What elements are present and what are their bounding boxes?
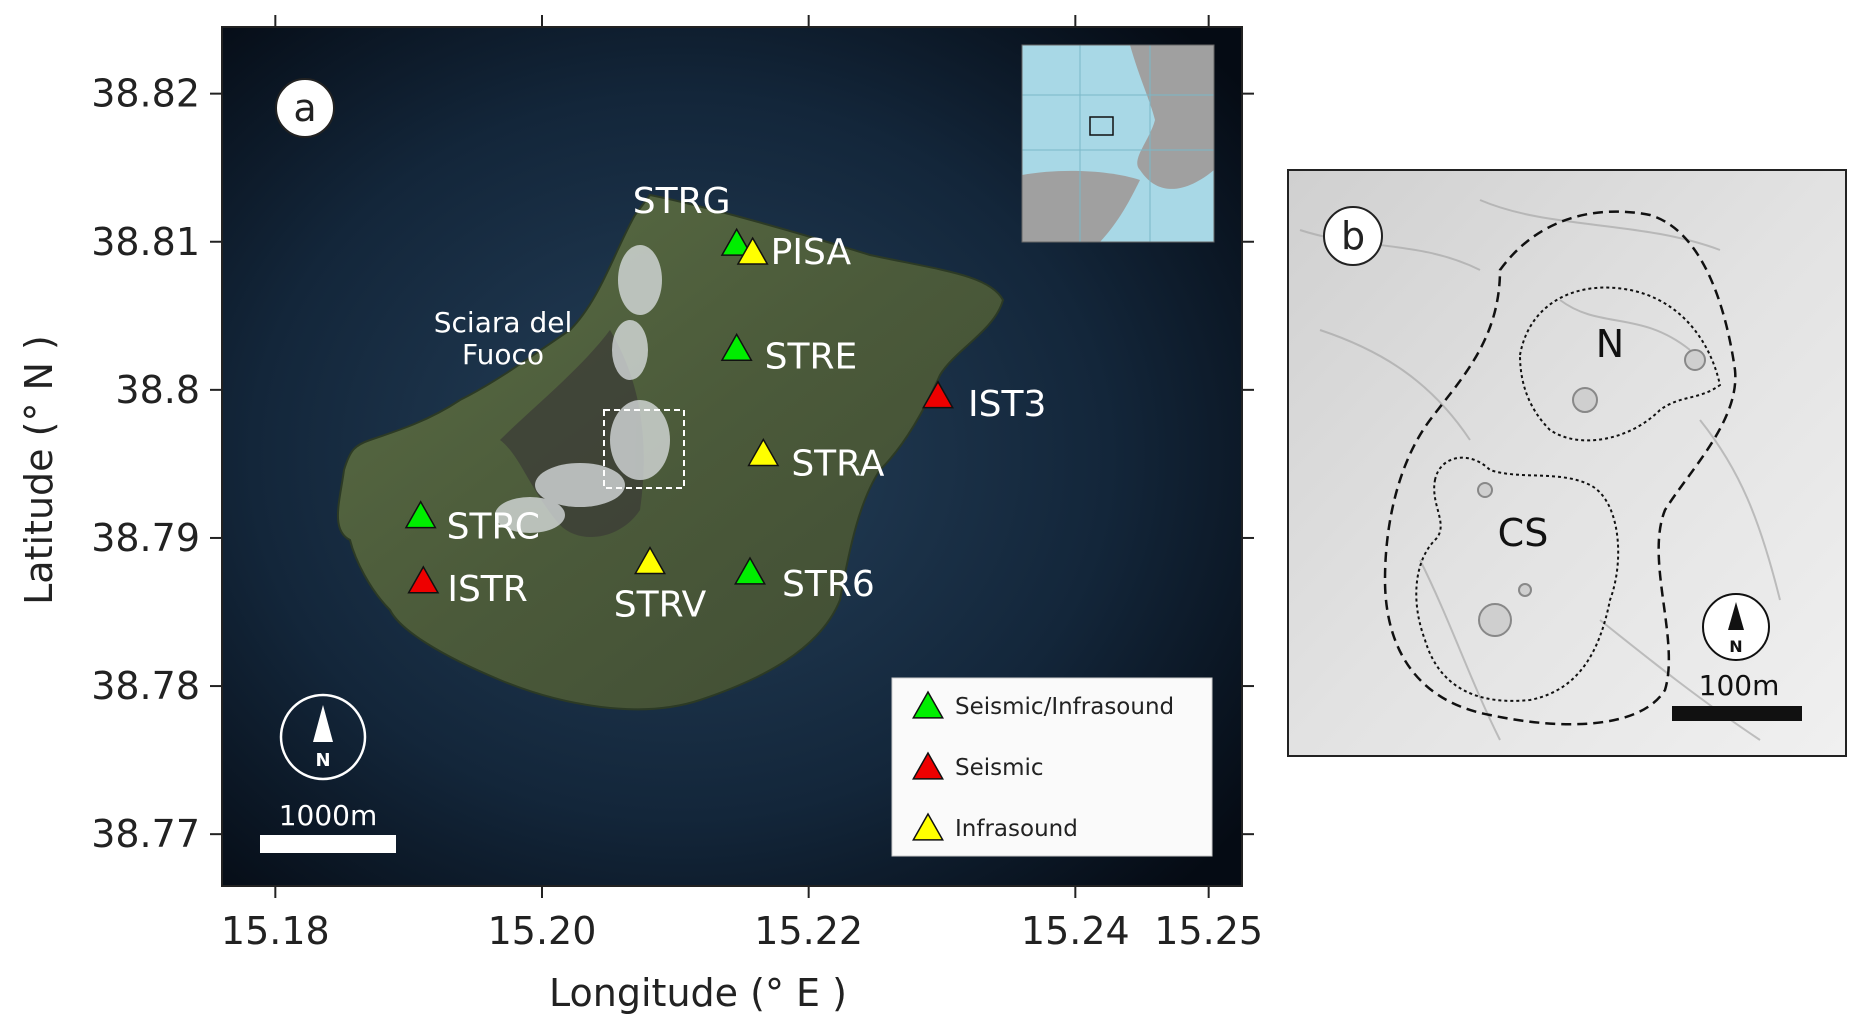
station-marker-strv[interactable]: [634, 546, 666, 575]
station-marker-strg[interactable]: [720, 227, 753, 256]
y-axis-title: Latitude (° N ): [17, 335, 61, 605]
outer-boundary: [1383, 210, 1737, 726]
station-marker-istr[interactable]: [407, 565, 440, 594]
y-tick-label: 38.77: [91, 812, 200, 856]
region-cs-label: CS: [1498, 511, 1549, 555]
station-label-strc: STRC: [447, 507, 540, 548]
vent-cs2: [1478, 603, 1512, 637]
station-marker-pisa[interactable]: [736, 236, 769, 265]
x-axis-ticks: 15.18 15.20 15.22 15.24 15.25: [221, 15, 1263, 953]
x-tick-label: 15.20: [488, 909, 597, 953]
x-tick-label: 15.22: [754, 909, 863, 953]
scale-bar-a-label: 1000m: [279, 799, 378, 832]
station-marker-strc[interactable]: [404, 500, 437, 529]
scale-bar-b: [1672, 706, 1802, 721]
legend-label-infrasound: Infrasound: [955, 816, 1078, 842]
place-label-line1: Sciara del: [434, 306, 572, 339]
legend-marker-seismic_infrasound: [912, 690, 944, 719]
hillshade-background: [1288, 170, 1846, 756]
station-label-ist3: IST3: [968, 384, 1046, 425]
y-tick-label: 38.79: [91, 516, 200, 560]
vent-cs1: [1477, 482, 1493, 498]
legend-marker-seismic: [912, 751, 944, 780]
x-tick-label: 15.25: [1154, 909, 1263, 953]
vent-cs3: [1518, 583, 1532, 597]
stations-layer: STRG PISA STRE IST3 STRA STRC ISTR STRV STR6: [404, 181, 1046, 626]
north-arrow-b-label: N: [1729, 637, 1742, 656]
station-marker-str6[interactable]: [734, 556, 766, 585]
x-axis-title: Longitude (° E ): [549, 971, 847, 1015]
y-axis-ticks: 38.77 38.78 38.79 38.8 38.81 38.82: [91, 72, 1254, 856]
station-label-stra: STRA: [791, 444, 884, 485]
place-label-line2: Fuoco: [462, 338, 544, 371]
panel-b-frame: [1287, 169, 1847, 757]
station-marker-stra[interactable]: [747, 438, 780, 467]
island-stromboli: [337, 193, 1005, 711]
volcanic-plume: [495, 245, 670, 533]
x-tick-label: 15.24: [1021, 909, 1130, 953]
station-label-pisa: PISA: [771, 232, 852, 273]
inset-study-area-box: [1089, 116, 1114, 136]
panel-b: b N CS N 100m: [1287, 169, 1847, 757]
legend-marker-infrasound: [912, 812, 944, 841]
vent-n: [1572, 387, 1598, 413]
legend-label-seismic: Seismic: [955, 755, 1044, 781]
scale-bar-b-label: 100m: [1699, 669, 1780, 702]
panel-b-letter-circle: [1323, 206, 1383, 266]
crater-area-box: [603, 409, 685, 489]
scale-bar-a: [260, 835, 396, 853]
station-marker-ist3[interactable]: [922, 380, 954, 409]
station-label-strv: STRV: [614, 585, 707, 626]
north-arrow-a: N: [279, 693, 367, 781]
x-tick-label: 15.18: [221, 909, 330, 953]
vent-n2: [1684, 349, 1706, 371]
inset-map: [1021, 44, 1215, 243]
panel-b-letter: b: [1341, 214, 1365, 258]
station-marker-stre[interactable]: [720, 332, 753, 362]
y-tick-label: 38.78: [91, 664, 200, 708]
north-arrow-b: N: [1702, 593, 1770, 661]
crater-n-boundary: [1518, 286, 1722, 442]
crater-cs-boundary: [1415, 456, 1620, 702]
region-n-label: N: [1596, 322, 1624, 366]
panel-a-frame: [221, 26, 1243, 887]
panel-a-letter: a: [293, 86, 316, 130]
y-tick-label: 38.81: [91, 220, 200, 264]
station-label-istr: ISTR: [447, 569, 527, 610]
y-tick-label: 38.82: [91, 72, 200, 116]
y-tick-label: 38.8: [115, 368, 200, 412]
legend: Seismic/Infrasound Seismic Infrasound: [891, 677, 1213, 857]
legend-label-seismic_infrasound: Seismic/Infrasound: [955, 694, 1174, 720]
station-label-str6: STR6: [782, 564, 875, 605]
north-arrow-a-label: N: [315, 750, 330, 771]
panel-a-letter-circle: [275, 78, 335, 138]
hillshade-texture: [1299, 199, 1781, 741]
panel-a: a Sciara del Fuoco STRGPISASTREIST3STRAS…: [17, 15, 1263, 1015]
station-label-stre: STRE: [765, 336, 858, 377]
station-label-strg: STRG: [633, 181, 731, 222]
